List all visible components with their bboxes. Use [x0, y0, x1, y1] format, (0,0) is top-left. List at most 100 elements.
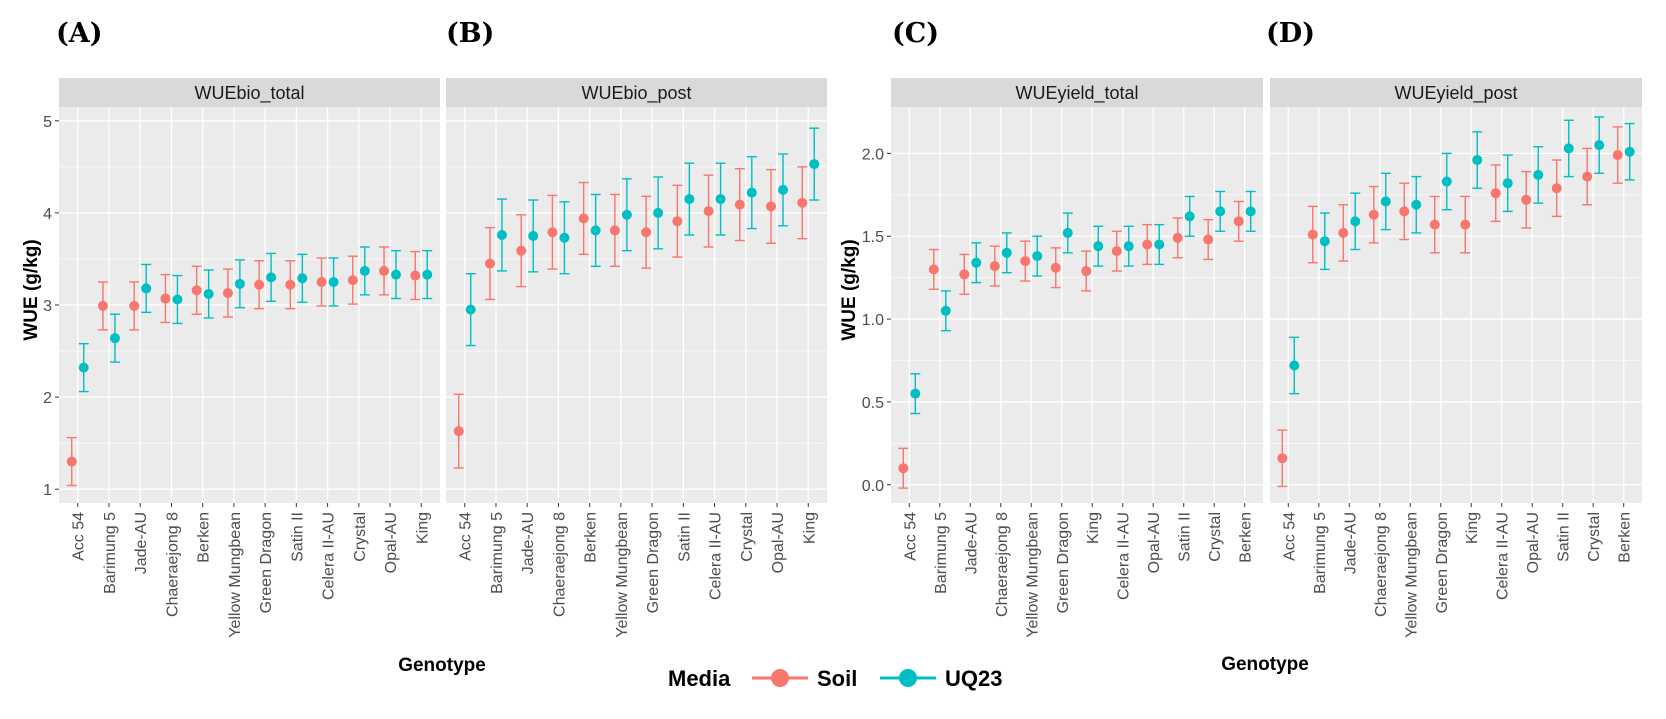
- x-tick-label: Green Dragon: [1434, 512, 1451, 613]
- facet-strip-label: WUEbio_post: [581, 83, 691, 104]
- data-point-soil: [1490, 188, 1501, 199]
- data-point-uq23: [266, 272, 277, 283]
- x-tick-label: Satin II: [676, 512, 693, 562]
- data-point-soil: [97, 300, 108, 311]
- facet-strip: [1270, 78, 1642, 107]
- data-point-soil: [641, 227, 652, 238]
- data-point-uq23: [1215, 206, 1226, 217]
- x-tick-label: Satin II: [1177, 512, 1194, 562]
- data-point-soil: [379, 265, 390, 276]
- facet-panel-wuebio-post: WUEbio_post Acc 54 Barimung 5 Jade-AU Chaera…: [446, 78, 827, 638]
- data-point-uq23: [684, 194, 695, 205]
- data-point-soil: [1081, 266, 1092, 277]
- x-tick-label: Yellow Mungbean: [1403, 512, 1420, 638]
- data-point-soil: [766, 201, 777, 212]
- facet-strip: [59, 78, 440, 107]
- data-point-uq23: [1001, 247, 1012, 258]
- x-tick-label: Jade-AU: [133, 512, 150, 574]
- x-tick-label: Opal-AU: [1146, 512, 1163, 573]
- x-tick-label: Berken: [583, 512, 600, 563]
- data-point-soil: [222, 288, 233, 299]
- data-point-uq23: [1032, 251, 1043, 262]
- data-point-uq23: [109, 333, 120, 344]
- legend-key-soil-dot: [771, 669, 789, 687]
- data-point-soil: [160, 293, 171, 304]
- data-point-soil: [609, 225, 620, 236]
- y-tick-label: 5: [43, 114, 52, 131]
- x-tick-label: Acc 54: [1281, 512, 1298, 561]
- y-tick-label: 2.0: [862, 146, 884, 163]
- facet-panel-wueyield-post: WUEyield_post Acc 54 Barimung 5 Jade-AU Chae…: [1270, 78, 1642, 638]
- panel-label-b: (B): [446, 18, 494, 49]
- data-point-uq23: [621, 209, 632, 220]
- data-point-uq23: [1533, 169, 1544, 180]
- data-point-uq23: [1472, 155, 1483, 166]
- facet-strip-label: WUEbio_total: [194, 83, 304, 104]
- data-point-soil: [516, 245, 527, 256]
- data-point-soil: [1020, 256, 1031, 267]
- x-tick-label: Crystal: [739, 512, 756, 562]
- data-point-uq23: [203, 288, 214, 299]
- facet-panel-wueyield-total: WUEyield_total 0.0 0.5 1.0 1.5 2.0 Acc 54 Barim…: [862, 78, 1263, 638]
- data-point-uq23: [746, 187, 757, 198]
- x-tick-label: Celera II-AU: [708, 512, 725, 600]
- data-point-soil: [1111, 246, 1122, 257]
- facet-strip-label: WUEyield_total: [1015, 83, 1138, 104]
- data-point-soil: [1368, 209, 1379, 220]
- plot-panels: WUEbio_total 1 2 3 4 5 Acc 54 Barimung 5 Jade-AU…: [43, 78, 1642, 638]
- x-tick-label: Berken: [1617, 512, 1634, 563]
- data-point-soil: [797, 197, 808, 208]
- data-point-soil: [959, 269, 970, 280]
- x-tick-label: Jade-AU: [520, 512, 537, 574]
- x-tick-label: Opal-AU: [770, 512, 787, 573]
- data-point-soil: [989, 261, 1000, 272]
- x-tick-label: Berken: [1238, 512, 1255, 563]
- data-point-soil: [1050, 262, 1061, 273]
- y-axis-title-left: WUE (g/kg): [21, 239, 42, 340]
- facet-strip: [446, 78, 827, 107]
- data-point-soil: [734, 199, 745, 210]
- y-tick-label: 0.0: [862, 478, 884, 495]
- x-tick-label: Celera II-AU: [321, 512, 338, 600]
- x-tick-label: Barimung 5: [489, 512, 506, 594]
- panel-background: [891, 107, 1263, 503]
- x-tick-label: Satin II: [289, 512, 306, 562]
- data-point-soil: [1338, 227, 1349, 238]
- x-tick-label: Crystal: [1586, 512, 1603, 562]
- x-tick-label: Jade-AU: [1342, 512, 1359, 574]
- x-tick-label: Chaeraejong 8: [164, 512, 181, 617]
- data-point-soil: [1203, 234, 1214, 245]
- y-tick-label: 3: [43, 298, 52, 315]
- data-point-uq23: [465, 304, 476, 315]
- legend: Media Soil UQ23: [668, 666, 1002, 691]
- y-tick-label: 1: [43, 482, 52, 499]
- data-point-uq23: [778, 184, 789, 195]
- data-point-uq23: [971, 257, 982, 268]
- x-tick-label: Celera II-AU: [1495, 512, 1512, 600]
- data-point-uq23: [141, 283, 152, 294]
- data-point-uq23: [809, 159, 820, 170]
- x-tick-label: King: [1464, 512, 1481, 544]
- x-tick-label: Crystal: [352, 512, 369, 562]
- y-tick-label: 1.0: [862, 312, 884, 329]
- x-axis-title-left: Genotype: [398, 655, 486, 676]
- legend-label-uq23: UQ23: [945, 666, 1002, 691]
- legend-title: Media: [668, 666, 731, 691]
- data-point-uq23: [1563, 143, 1574, 154]
- x-tick-label: Yellow Mungbean: [614, 512, 631, 638]
- data-point-soil: [1521, 194, 1532, 205]
- x-tick-label: Chaeraejong 8: [994, 512, 1011, 617]
- data-point-uq23: [78, 362, 89, 373]
- x-tick-label: Acc 54: [458, 512, 475, 561]
- data-point-soil: [484, 258, 495, 269]
- x-tick-label: King: [801, 512, 818, 544]
- y-tick-label: 0.5: [862, 395, 884, 412]
- data-point-uq23: [1502, 178, 1513, 189]
- data-point-uq23: [590, 225, 601, 236]
- legend-label-soil: Soil: [817, 666, 857, 691]
- data-point-uq23: [528, 230, 539, 241]
- data-point-soil: [1429, 219, 1440, 230]
- y-axis-title-right: WUE (g/kg): [839, 239, 860, 340]
- data-point-soil: [1277, 453, 1288, 464]
